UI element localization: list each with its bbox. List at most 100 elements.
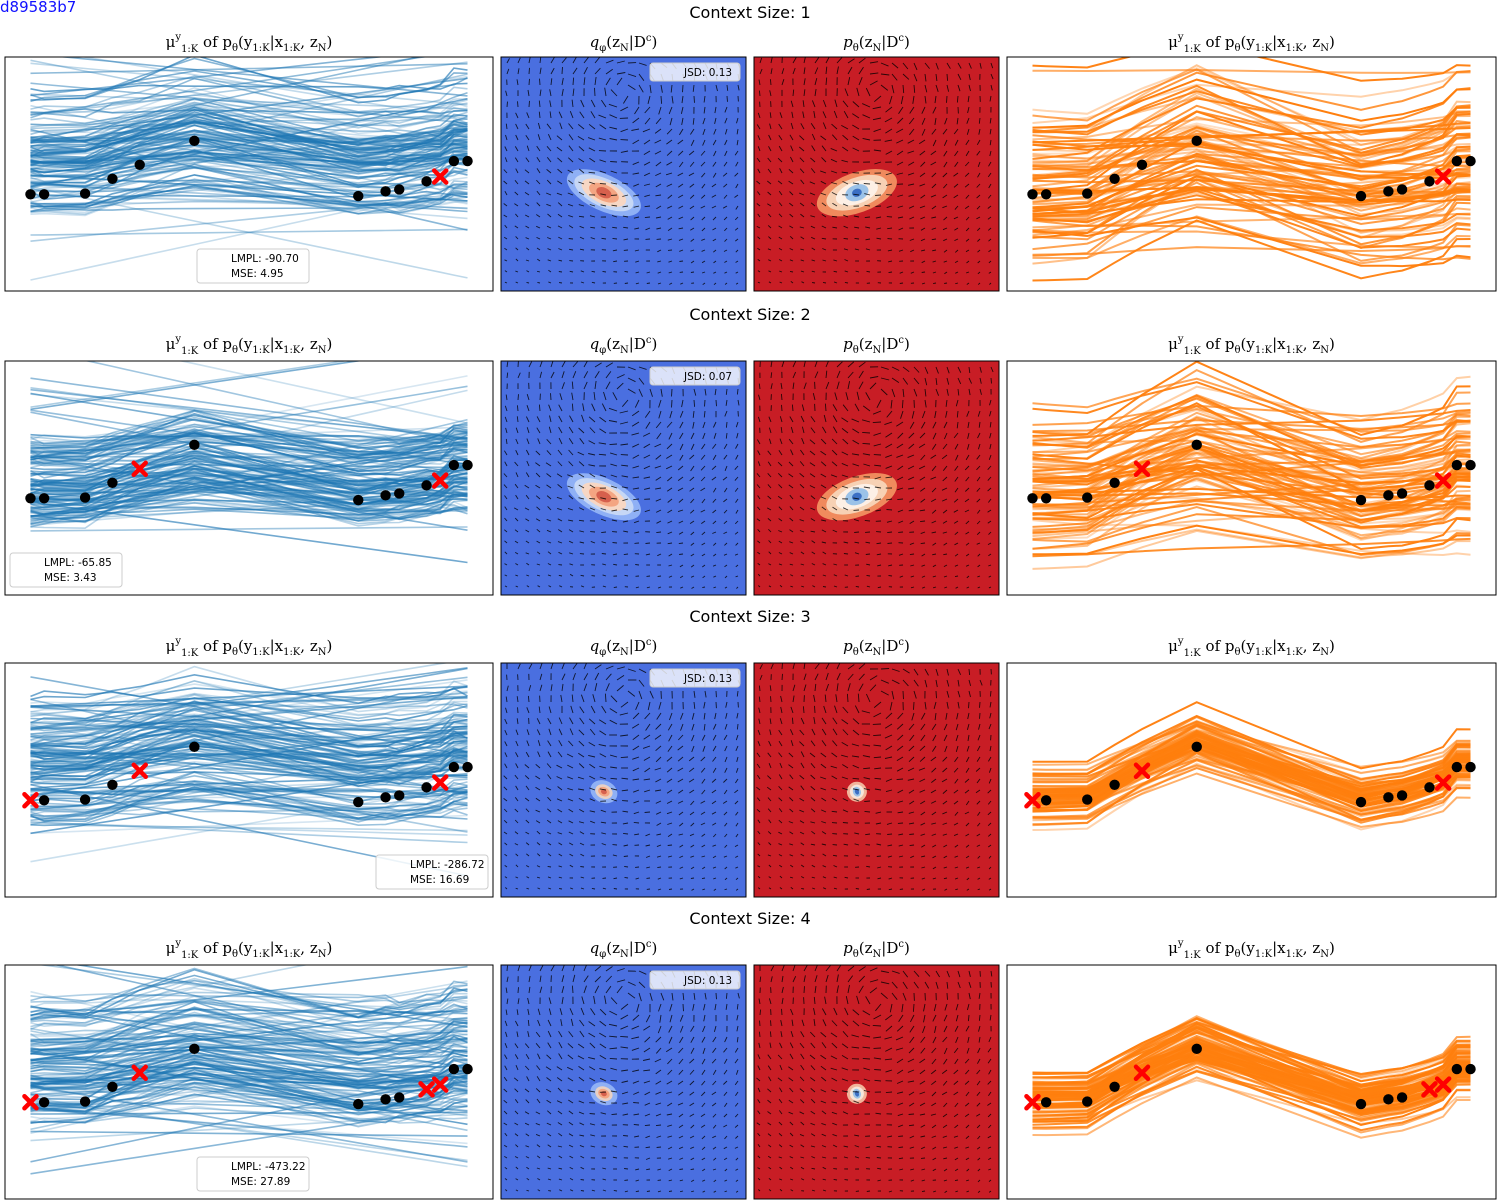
sample-curve [30, 158, 468, 178]
sample-curve [30, 718, 468, 748]
sample-curve [1032, 148, 1471, 235]
context-point [131, 1064, 148, 1082]
lmpl-label: LMPL: -473.22 [231, 1161, 306, 1173]
sample-curve [1032, 537, 1471, 558]
sample-curve [1032, 190, 1471, 251]
sample-curve [30, 760, 468, 771]
sample-curve [53, 965, 468, 1057]
row-title: Context Size: 4 [689, 909, 810, 928]
sample-curve [30, 965, 309, 1021]
sample-curve [1032, 175, 1471, 226]
sample-curve [30, 691, 468, 737]
sample-curve [1032, 189, 1471, 218]
sample-curve [1032, 90, 1471, 136]
sample-curve [1032, 110, 1471, 192]
sample-curve [1032, 1076, 1471, 1139]
target-point [107, 477, 118, 488]
sample-curve [30, 727, 468, 762]
axes-frame [500, 56, 747, 292]
density-background [501, 361, 746, 595]
context-point [418, 1081, 435, 1098]
vector-field [756, 361, 994, 589]
sample-curve [30, 771, 468, 822]
target-point [353, 796, 364, 808]
sample-curve [30, 440, 468, 461]
sample-curve [1032, 471, 1471, 541]
sample-curve [1032, 181, 1471, 262]
axes-frame [753, 964, 1000, 1200]
sample-curve [30, 103, 468, 127]
sample-curve [1032, 68, 1471, 154]
approx-posterior-panel: JSD: 0.13 [500, 56, 747, 292]
sample-curve [30, 119, 468, 141]
axes-frame [4, 56, 494, 292]
sample-curve [30, 685, 468, 707]
sample-curve [30, 104, 468, 145]
density-contour [852, 492, 862, 501]
sample-curve [30, 979, 468, 1028]
sample-curve [1032, 92, 1471, 165]
target-point [38, 1097, 50, 1108]
axes-frame [1006, 360, 1497, 596]
approx-posterior-panel: JSD: 0.13 [500, 662, 747, 898]
target-point [448, 1063, 460, 1075]
sample-curve [30, 502, 468, 522]
target-point [79, 188, 91, 199]
sample-curves [1032, 57, 1471, 282]
sample-curve [30, 73, 468, 171]
approx-posterior-panel: JSD: 0.13 [500, 964, 747, 1200]
sample-curve [1032, 127, 1471, 144]
sample-curve [1032, 219, 1471, 282]
target-point [421, 176, 432, 187]
sample-curve [30, 1039, 468, 1067]
sample-curve [30, 1038, 468, 1050]
axes-frame [753, 662, 1000, 898]
sample-curve [30, 86, 468, 135]
sample-curve [30, 1105, 468, 1175]
target-point [394, 184, 405, 195]
axes-frame [1006, 964, 1497, 1200]
target-point [353, 1098, 364, 1110]
target-point [1355, 190, 1367, 202]
target-point [38, 493, 50, 504]
sample-curve [1032, 1026, 1471, 1091]
sample-curve [30, 122, 468, 146]
sample-curve [30, 1026, 468, 1065]
target-point [1136, 159, 1148, 170]
sample-curve [30, 703, 468, 709]
sample-curve [30, 1006, 468, 1051]
mse-label: MSE: 4.95 [231, 268, 284, 280]
target-point [1424, 176, 1435, 187]
sample-curve [1032, 375, 1471, 454]
sample-curve [1032, 1062, 1471, 1134]
sample-curve [1032, 173, 1471, 232]
sample-curve [30, 159, 468, 168]
context-row-1: Context Size: 1 μy1:K of pθ(y1:K|x1:K, zN… [4, 3, 1497, 292]
decoder-mean-panel-left: LMPL: -473.22 MSE: 27.89 [4, 964, 494, 1200]
sample-curve [1032, 519, 1471, 557]
sample-curve [1032, 78, 1471, 129]
vector-field [503, 361, 741, 589]
target-point [79, 492, 91, 503]
sample-curve [30, 700, 468, 741]
density-background [754, 965, 999, 1199]
target-point [462, 155, 473, 167]
target-point [189, 439, 200, 451]
lmpl-label: LMPL: -286.72 [410, 859, 485, 871]
sample-curve [30, 102, 468, 180]
sample-curve [30, 130, 468, 141]
sample-curve [73, 965, 468, 1028]
sample-curve [30, 116, 468, 128]
sample-curve [30, 94, 468, 117]
sample-curve [30, 416, 468, 457]
sample-curve [1032, 1052, 1471, 1126]
sample-curve [30, 1043, 468, 1069]
sample-curve [30, 450, 468, 461]
vector-field [756, 57, 994, 285]
panel-title: qφ(zN|Dc) [590, 939, 658, 960]
context-point [131, 460, 148, 478]
target-point [394, 488, 405, 499]
target-point [1109, 779, 1120, 790]
sample-curve [30, 1035, 468, 1045]
sample-curve [30, 114, 468, 130]
